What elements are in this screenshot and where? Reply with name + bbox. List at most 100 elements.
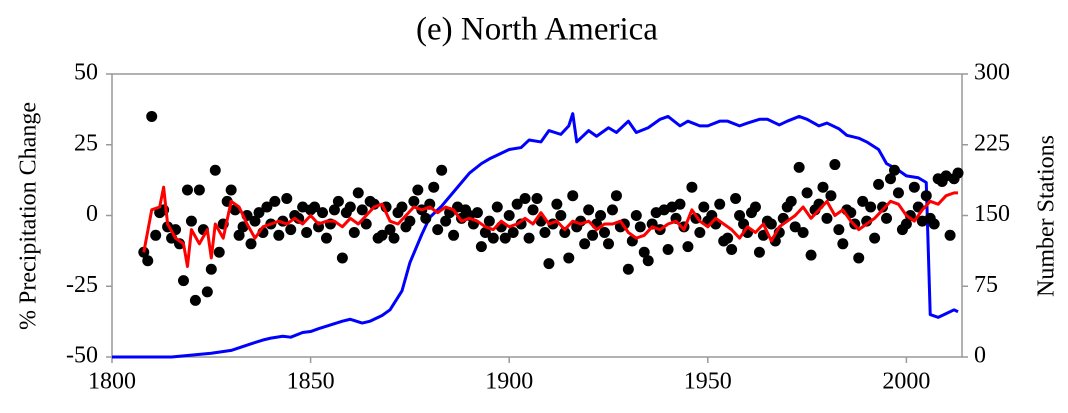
data-point	[865, 201, 877, 213]
data-point	[436, 164, 448, 176]
data-point	[622, 263, 634, 275]
data-point	[698, 201, 710, 213]
data-point	[833, 224, 845, 236]
data-point	[309, 201, 321, 213]
data-point	[142, 255, 154, 267]
data-point	[317, 207, 329, 219]
x-tick-label: 1950	[684, 369, 732, 395]
data-point	[539, 226, 551, 238]
data-point	[479, 226, 491, 238]
data-point	[662, 243, 674, 255]
data-point	[583, 204, 595, 216]
y-tick-label: 0	[86, 201, 98, 227]
data-point	[789, 221, 801, 233]
data-point	[150, 229, 162, 241]
data-point	[888, 164, 900, 176]
y-tick-label: 50	[74, 60, 98, 86]
data-point	[730, 193, 742, 205]
data-point	[261, 201, 273, 213]
data-point	[348, 226, 360, 238]
y2-tick-label: 150	[974, 201, 1010, 227]
data-point	[892, 187, 904, 199]
data-point	[527, 204, 539, 216]
data-point	[396, 201, 408, 213]
data-point	[928, 218, 940, 230]
data-point	[475, 241, 487, 253]
data-point	[293, 212, 305, 224]
data-point	[519, 193, 531, 205]
data-point	[630, 210, 642, 221]
data-point	[515, 218, 527, 230]
data-point	[360, 218, 372, 230]
y2-axis-label: Number Stations	[1034, 135, 1060, 297]
data-point	[694, 226, 706, 238]
data-point	[388, 232, 400, 244]
data-point	[503, 210, 515, 221]
data-point	[753, 246, 765, 258]
data-point	[249, 215, 261, 227]
data-point	[193, 184, 205, 196]
data-point	[952, 167, 964, 179]
data-point	[900, 218, 912, 230]
data-point	[749, 201, 761, 213]
data-point	[328, 204, 340, 216]
data-point	[785, 195, 797, 207]
data-point	[829, 159, 841, 171]
y2-tick-label: 300	[974, 60, 1010, 86]
data-point	[765, 218, 777, 230]
x-tick-label: 2000	[882, 369, 930, 395]
data-point	[384, 224, 396, 236]
data-point	[817, 181, 829, 193]
data-point	[233, 229, 245, 241]
y-axis-label: % Precipitation Change	[16, 102, 42, 330]
y-tick-label: 25	[74, 130, 98, 156]
y-tick-label: -50	[66, 343, 98, 369]
data-point	[857, 195, 869, 207]
data-point	[686, 181, 698, 193]
data-point	[634, 221, 646, 233]
data-point	[908, 181, 920, 193]
data-point	[638, 246, 650, 258]
data-point	[682, 241, 694, 253]
y2-tick-label: 75	[974, 272, 998, 298]
data-point	[821, 212, 833, 224]
chart-title: (e) North America	[416, 12, 658, 48]
data-point	[885, 173, 897, 185]
data-point	[642, 255, 654, 267]
data-point	[356, 204, 368, 216]
data-point	[793, 161, 805, 173]
data-point	[138, 246, 150, 258]
data-point	[273, 229, 285, 241]
data-point	[869, 232, 881, 244]
data-point	[881, 212, 893, 224]
data-point	[904, 210, 916, 221]
data-point	[579, 238, 591, 250]
data-point	[209, 164, 221, 176]
data-point	[837, 238, 849, 250]
data-point	[853, 252, 865, 264]
data-point	[555, 210, 567, 221]
data-point	[245, 238, 257, 250]
data-point	[602, 238, 614, 250]
data-point	[408, 195, 420, 207]
data-point	[587, 229, 599, 241]
data-point	[861, 215, 873, 227]
y-tick-label: -25	[66, 272, 98, 298]
data-point	[551, 198, 563, 210]
data-point	[269, 195, 281, 207]
data-point	[281, 193, 293, 205]
data-point	[285, 224, 297, 236]
data-point	[185, 215, 197, 227]
data-point	[301, 226, 313, 238]
data-point	[877, 201, 889, 213]
data-point	[734, 210, 746, 221]
data-point	[432, 224, 444, 236]
data-point	[499, 232, 511, 244]
y2-tick-label: 225	[974, 130, 1010, 156]
data-point	[873, 178, 885, 190]
data-point	[599, 226, 611, 238]
x-tick-label: 1850	[287, 369, 335, 395]
data-point	[805, 249, 817, 261]
data-point	[352, 187, 364, 199]
